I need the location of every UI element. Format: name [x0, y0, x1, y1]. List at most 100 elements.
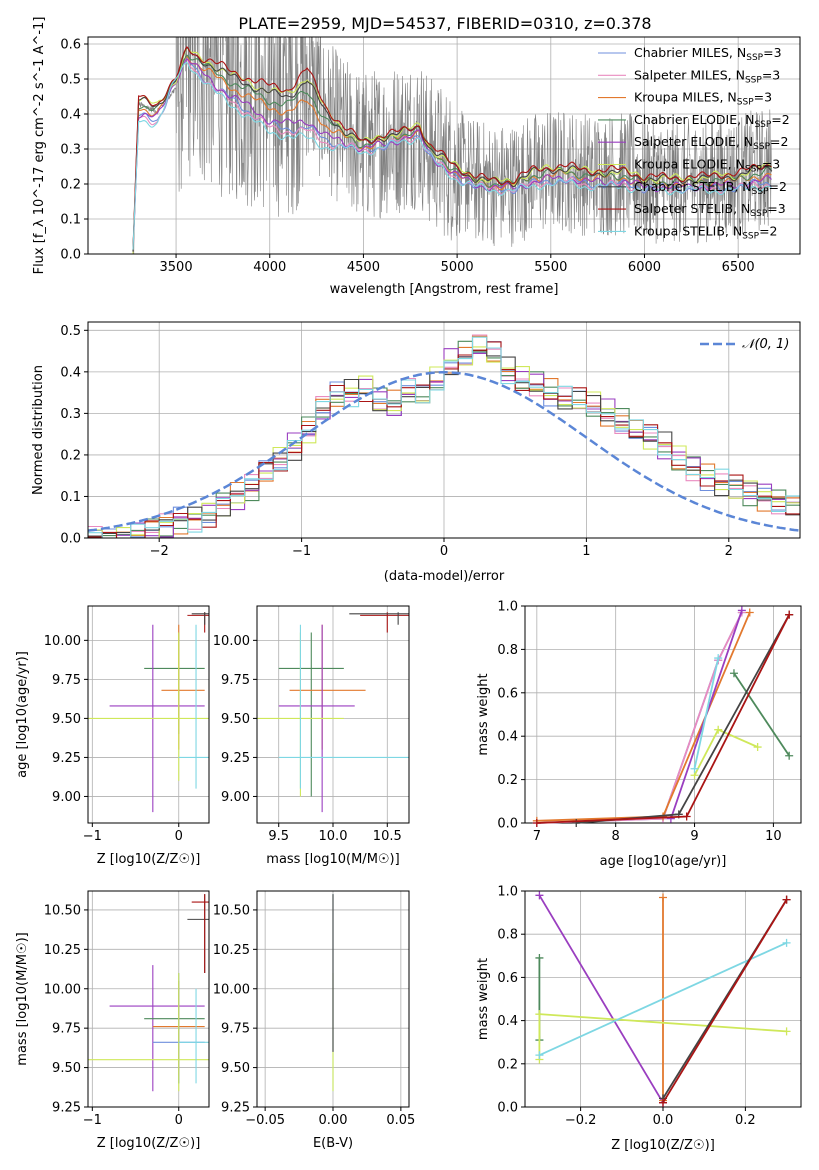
chart-layer: 3500 4000 4500 5000 5500 6000 6500 0.0 0.1 0.2 0.3… [15, 17, 802, 1153]
legend-suffix: =2 [771, 112, 789, 127]
x-tick-label: −1 [292, 544, 311, 559]
y-tick-label: 0.2 [60, 178, 81, 193]
x-tick-label: 4000 [253, 260, 286, 275]
series-marker [659, 1098, 667, 1107]
y-tick-label: 0.6 [60, 38, 81, 53]
x-tick-label: 1 [582, 544, 590, 559]
y-tick-label: 9.50 [221, 1061, 250, 1076]
legend-label-9: Kroupa STELIB, NSSP=2 [634, 223, 778, 241]
series-line-4 [539, 1013, 787, 1033]
y-tick-label: 9.25 [221, 1101, 250, 1116]
series-line-7 [576, 614, 790, 824]
y-tick-label: 1.0 [497, 600, 518, 615]
x-tick-label: 10 [765, 829, 782, 844]
legend-text: Chabrier STELIB, N [634, 179, 752, 194]
y-tick-label: 1.0 [497, 885, 518, 900]
model-spectrum-line-4 [132, 54, 772, 253]
y-tick-label: 0.0 [497, 817, 518, 832]
y-tick-label: 10.25 [44, 943, 81, 958]
series-marker [535, 891, 544, 900]
series-line-1 [538, 894, 664, 1104]
y-tick-label: 10.00 [44, 634, 81, 649]
y-tick-label: 0.4 [497, 1014, 518, 1029]
y-tick-label: 0.4 [60, 365, 81, 380]
y-tick-label: 9.75 [52, 673, 81, 688]
y-tick-label: 9.00 [221, 790, 250, 805]
y-axis-label: Normed distribution [31, 365, 46, 495]
x-axis-label: Z [log10(Z/Z☉)] [97, 852, 201, 867]
y-axis-label: mass [log10(M/M☉)] [15, 932, 30, 1065]
y-tick-label: 0.1 [60, 213, 81, 228]
series-line-4 [733, 672, 790, 757]
panel-residuals: −2 −1 0 1 2 0.0 0.1 0.2 0.3 0.4 0.5 (data-model)/er… [31, 321, 801, 584]
series-line-8 [536, 614, 791, 824]
x-tick-label: −2 [150, 544, 169, 559]
series-marker [714, 725, 723, 734]
series-marker [682, 812, 691, 821]
y-tick-label: 0.1 [60, 490, 81, 505]
legend-label-gaussian: 𝒩(0, 1) [742, 337, 789, 352]
legend-text: Chabrier ELODIE, N [634, 112, 754, 127]
y-tick-label: 0.2 [60, 448, 81, 463]
x-axis-label: E(B-V) [313, 1136, 353, 1151]
x-tick-label: 0.0 [653, 1113, 674, 1128]
x-tick-label: 0.2 [735, 1113, 756, 1128]
y-tick-label: 9.75 [221, 673, 250, 688]
legend-suffix: =2 [769, 179, 787, 194]
legend-label-2: Salpeter MILES, NSSP=3 [634, 67, 780, 85]
y-tick-label: 9.50 [52, 1061, 81, 1076]
model-spectrum-line-9 [132, 61, 772, 250]
y-tick-label: 10.25 [213, 943, 250, 958]
y-tick-label: 9.75 [52, 1022, 81, 1037]
y-tick-label: 0.4 [60, 108, 81, 123]
panel-mass-weight-vs-Z: −0.2 0.0 0.2 0.0 0.2 0.4 0.6 0.8 1.0 Z [log10(Z/Z… [476, 885, 802, 1153]
y-tick-label: 0.5 [60, 73, 81, 88]
series-marker [535, 1051, 544, 1060]
y-axis-label: mass weight [476, 673, 491, 755]
x-tick-label: 7 [533, 829, 541, 844]
series-marker [753, 743, 762, 752]
legend-label-5: Salpeter ELODIE, NSSP=2 [634, 134, 788, 152]
x-axis-label: (data-model)/error [384, 569, 505, 584]
legend-suffix: =2 [770, 134, 788, 149]
y-tick-label: 0.6 [497, 686, 518, 701]
series-marker [745, 608, 754, 617]
series-line-1 [536, 612, 743, 824]
x-tick-label: 6500 [722, 260, 755, 275]
y-tick-label: 10.50 [44, 903, 81, 918]
legend-suffix: =3 [762, 157, 780, 172]
y-tick-label: 0.4 [497, 730, 518, 745]
y-tick-label: 0.8 [497, 928, 518, 943]
plot-area-spectrum [132, 37, 773, 254]
x-tick-label: 0.00 [319, 1113, 348, 1128]
legend-text: Salpeter MILES, N [634, 67, 745, 82]
series-line-3 [536, 612, 751, 822]
y-tick-label: 10.00 [213, 634, 250, 649]
x-axis-label: age [log10(age/yr)] [600, 854, 727, 869]
x-tick-label: 10.0 [319, 829, 348, 844]
y-tick-label: 0.0 [60, 248, 81, 263]
gaussian-curve [88, 371, 800, 532]
y-tick-label: 0.8 [497, 643, 518, 658]
legend-suffix: =3 [767, 201, 785, 216]
y-axis-label: mass weight [476, 958, 491, 1040]
legend-subscript: SSP [746, 53, 763, 63]
panel-mass-vs-ebv: −0.05 0.00 0.05 9.25 9.50 9.75 10.00 10.25 10.50… [213, 890, 415, 1151]
x-tick-label: −0.05 [245, 1113, 285, 1128]
series-marker [782, 1027, 791, 1036]
series-marker [666, 814, 675, 823]
legend-subscript: SSP [745, 165, 762, 175]
legend-label-1: Chabrier MILES, NSSP=3 [634, 45, 782, 63]
y-tick-label: 9.50 [52, 712, 81, 727]
plot-area-residuals [88, 334, 800, 538]
legend-subscript: SSP [737, 98, 754, 108]
legend-text: Kroupa ELODIE, N [634, 157, 745, 172]
x-tick-label: −1 [83, 829, 102, 844]
y-tick-label: 9.50 [221, 712, 250, 727]
series-marker [714, 654, 723, 663]
panel-age-vs-mass: 9.5 10.0 10.5 9.00 9.25 9.50 9.75 10.00 mass [lo… [213, 605, 410, 867]
x-tick-label: 5000 [441, 260, 474, 275]
legend-text: Salpeter ELODIE, N [634, 134, 753, 149]
series-line-9 [693, 657, 720, 769]
